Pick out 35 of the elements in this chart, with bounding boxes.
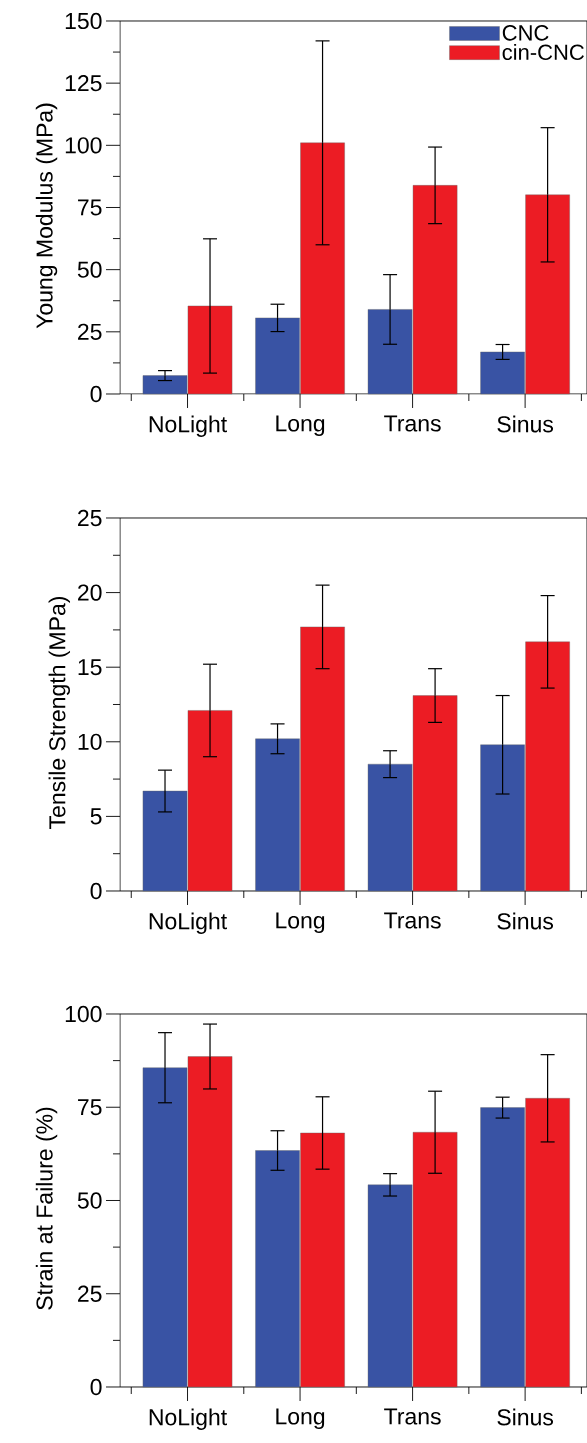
y-tick-label: 0 <box>90 1378 102 1396</box>
x-tick-label: Trans <box>384 415 441 432</box>
legend-label: cin-CNC <box>502 43 584 61</box>
legend-label: CNC <box>502 25 549 41</box>
y-tick-label: 50 <box>77 261 102 278</box>
x-tick-label: NoLight <box>149 1408 227 1430</box>
y-tick-label: 0 <box>90 385 102 403</box>
x-tick-label: Trans <box>384 912 441 929</box>
y-tick-label: 75 <box>78 199 102 216</box>
x-tick-label: Long <box>276 1408 325 1430</box>
y-axis-title: Tensile Strength (MPa) <box>48 596 71 829</box>
y-tick-label: 125 <box>65 75 102 92</box>
x-tick-label: Sinus <box>497 1408 554 1426</box>
y-tick-label: 5 <box>90 808 102 825</box>
y-tick-label: 100 <box>65 1005 102 1023</box>
y-tick-label: 25 <box>78 509 102 527</box>
y-axis-title: Young Modulus (MPa) <box>35 103 58 329</box>
y-tick-label: 20 <box>78 584 102 601</box>
y-tick-label: 0 <box>90 882 102 900</box>
x-tick-label: Sinus <box>497 912 554 930</box>
y-tick-label: 15 <box>78 659 102 676</box>
x-tick-label: Sinus <box>497 415 554 433</box>
y-axis-title: Strain at Failure (%) <box>35 1107 58 1310</box>
y-tick-label: 75 <box>78 1099 102 1116</box>
x-tick-label: Trans <box>384 1408 441 1425</box>
x-tick-label: Long <box>276 415 325 437</box>
y-tick-label: 100 <box>65 137 102 154</box>
y-tick-label: 150 <box>65 12 102 30</box>
y-tick-label: 50 <box>77 1192 102 1209</box>
y-tick-label: 25 <box>78 323 102 340</box>
y-tick-label: 10 <box>78 733 102 750</box>
x-tick-label: NoLight <box>149 415 227 437</box>
y-tick-label: 25 <box>78 1285 102 1302</box>
x-tick-label: NoLight <box>149 912 227 934</box>
x-tick-label: Long <box>276 912 325 934</box>
